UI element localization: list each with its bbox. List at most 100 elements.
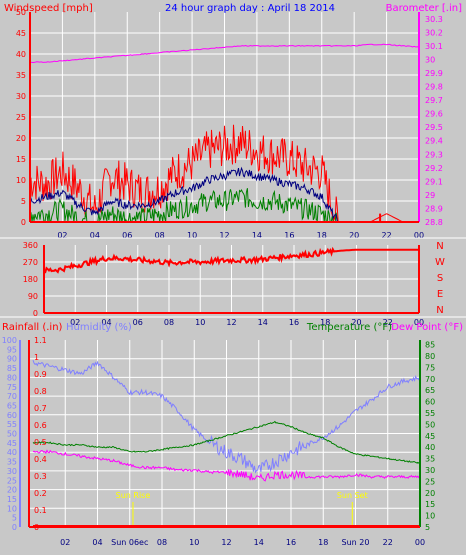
humidity-tick-label: 60: [7, 411, 17, 420]
rain-tick-label: 0.2: [34, 489, 47, 498]
wind-left-tick-label: 5: [21, 197, 26, 206]
series-barometer-line: [29, 43, 420, 64]
wind-x-tick-label: 20: [349, 231, 359, 240]
weather-x-tick-label: 00: [415, 538, 425, 547]
wind-left-tick-label: 50: [16, 8, 26, 17]
weather-x-tick-label: 16: [286, 538, 296, 547]
temperature-tick-label: 85: [425, 341, 435, 350]
direction-tick-label: 90: [28, 292, 38, 301]
wind-x-tick-label: 22: [381, 231, 391, 240]
temperature-tick-label: 5: [425, 523, 430, 532]
barometer-tick-label: 30.2: [425, 28, 443, 37]
wind-x-tick-label: 12: [219, 231, 229, 240]
barometer-tick-label: 30.3: [425, 15, 443, 24]
humidity-label: Humidity (%): [66, 322, 132, 333]
sun-markers: Sun Rise Sun Set: [116, 491, 368, 527]
humidity-tick-label: 100: [2, 336, 17, 345]
rain-ticks: 1.1 1 0.9 0.8 0.7 0.6 0.5 0.4 0.3 0.2 0.1 0: [34, 336, 47, 532]
temperature-tick-label: 55: [425, 409, 435, 418]
temperature-tick-label: 60: [425, 398, 435, 407]
direction-x-tick-label: 00: [414, 318, 424, 327]
barometer-tick-label: 29.8: [425, 83, 443, 92]
sunset-label: Sun Set: [337, 491, 368, 500]
direction-x-tick-label: 20: [351, 318, 361, 327]
temperature-tick-label: 75: [425, 363, 435, 372]
temperature-tick-label: 80: [425, 352, 435, 361]
humidity-tick-label: 70: [7, 392, 17, 401]
humidity-tick-label: 90: [7, 355, 17, 364]
barometer-tick-label: 29.2: [425, 164, 443, 173]
temperature-tick-label: 10: [425, 512, 435, 521]
humidity-tick-label: 40: [7, 448, 17, 457]
direction-x-tick-label: 08: [164, 318, 174, 327]
direction-x-tick-label: 18: [320, 318, 330, 327]
graph-title: 24 hour graph day : April 18 2014: [165, 3, 335, 14]
compass-label: S: [437, 273, 443, 284]
dewpoint-label: Dew Point (°F): [391, 322, 463, 333]
direction-x-tick-label: 14: [258, 318, 268, 327]
weather-x-tick-label: 04: [92, 538, 102, 547]
temperature-tick-label: 45: [425, 432, 435, 441]
direction-tick-label: 0: [33, 309, 38, 318]
weather-x-tick-label: 12: [221, 538, 231, 547]
temperature-tick-label: 70: [425, 375, 435, 384]
wind-x-tick-label: 04: [90, 231, 100, 240]
wind-left-tick-label: 20: [16, 134, 26, 143]
direction-x-ticks: 02 04 06 08 10 12 14 16 18 20 22 00: [70, 318, 424, 327]
weather-panel: Rainfall (.in) Humidity (%) Temperature …: [2, 322, 463, 547]
wind-left-tick-label: 35: [16, 71, 26, 80]
compass-label: N: [436, 241, 443, 252]
temperature-tick-label: 40: [425, 443, 435, 452]
humidity-tick-label: 80: [7, 373, 17, 382]
wind-left-tick-label: 25: [16, 113, 26, 122]
compass-label: E: [437, 289, 443, 300]
direction-x-tick-label: 16: [289, 318, 299, 327]
wind-x-tick-label: 02: [57, 231, 67, 240]
weather-x-tick-label: 14: [254, 538, 264, 547]
humidity-tick-label: 65: [7, 401, 17, 410]
wind-right-ticks: 30.3 30.2 30.1 30 29.9 29.8 29.7 29.6 29.5 29.4 29…: [425, 15, 443, 227]
direction-x-tick-label: 04: [101, 318, 111, 327]
wind-x-tick-label: 14: [252, 231, 262, 240]
wind-left-tick-label: 15: [16, 155, 26, 164]
weather-x-ticks: 02 04 Sun 06ec 08 10 12 14 16 18 Sun 20 22 00: [60, 538, 425, 547]
barometer-tick-label: 29.5: [425, 123, 443, 132]
weather-x-tick-label: 10: [189, 538, 199, 547]
temperature-tick-label: 35: [425, 455, 435, 464]
temperature-tick-label: 20: [425, 489, 435, 498]
wind-left-tick-label: 10: [16, 176, 26, 185]
humidity-tick-label: 35: [7, 458, 17, 467]
temperature-ticks: 85 80 75 70 65 60 55 50 45 40 35 30 25 20 15 10 5: [425, 341, 435, 532]
barometer-tick-label: 29.3: [425, 150, 443, 159]
series-temperature-line: [32, 420, 420, 464]
temperature-label: Temperature (°F): [306, 322, 392, 333]
wind-grid: [30, 12, 419, 222]
direction-tick-label: 270: [23, 258, 38, 267]
humidity-tick-label: 55: [7, 420, 17, 429]
rain-tick-label: 1.1: [34, 336, 47, 345]
rain-tick-label: 0.7: [34, 404, 47, 413]
humidity-tick-label: 20: [7, 486, 17, 495]
humidity-tick-label: 85: [7, 364, 17, 373]
humidity-tick-label: 0: [12, 523, 17, 532]
barometer-tick-label: 29.7: [425, 96, 443, 105]
barometer-tick-label: 29.9: [425, 69, 443, 78]
weather-x-tick-label: 22: [383, 538, 393, 547]
direction-marks: [43, 246, 419, 274]
windspeed-label: Windspeed [mph]: [4, 3, 93, 14]
direction-x-tick-label: 12: [226, 318, 236, 327]
temperature-tick-label: 15: [425, 500, 435, 509]
direction-grid: [44, 245, 419, 313]
temperature-tick-label: 25: [425, 477, 435, 486]
humidity-tick-label: 95: [7, 345, 17, 354]
rain-tick-label: 0.8: [34, 387, 47, 396]
barometer-label: Barometer [.in]: [386, 3, 462, 14]
barometer-tick-label: 28.8: [425, 218, 443, 227]
rain-tick-label: 0.6: [34, 421, 47, 430]
sunrise-label: Sun Rise: [116, 491, 151, 500]
direction-x-tick-label: 06: [133, 318, 143, 327]
